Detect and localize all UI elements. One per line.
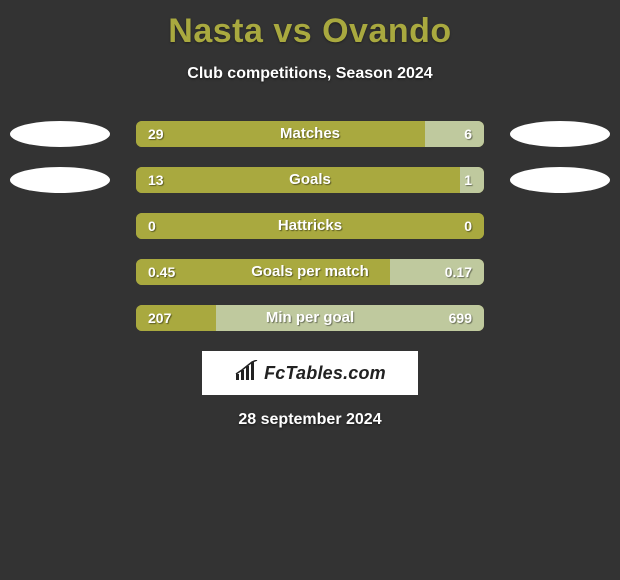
- stat-bar: [136, 121, 484, 147]
- stat-value-left: 207: [148, 305, 171, 331]
- bar-left: [136, 213, 484, 239]
- bar-right: [216, 305, 484, 331]
- stat-value-left: 13: [148, 167, 164, 193]
- stat-value-right: 1: [464, 167, 472, 193]
- stat-value-right: 0: [464, 213, 472, 239]
- stat-bar: [136, 259, 484, 285]
- brand-box: FcTables.com: [202, 351, 418, 395]
- stat-row: 29 Matches 6: [0, 121, 620, 147]
- brand-text: FcTables.com: [264, 363, 386, 384]
- page-subtitle: Club competitions, Season 2024: [0, 65, 620, 83]
- photo-placeholder-left: [10, 167, 110, 193]
- stat-bar: [136, 305, 484, 331]
- stat-value-right: 699: [449, 305, 472, 331]
- stat-value-left: 0.45: [148, 259, 175, 285]
- photo-placeholder-right: [510, 121, 610, 147]
- stat-value-left: 29: [148, 121, 164, 147]
- stat-row: 207 Min per goal 699: [0, 305, 620, 331]
- stat-value-left: 0: [148, 213, 156, 239]
- stat-bar: [136, 213, 484, 239]
- stat-row: 13 Goals 1: [0, 167, 620, 193]
- bar-left: [136, 121, 425, 147]
- stat-value-right: 0.17: [445, 259, 472, 285]
- photo-placeholder-right: [510, 167, 610, 193]
- stat-bar: [136, 167, 484, 193]
- bar-left: [136, 167, 460, 193]
- page-title: Nasta vs Ovando: [0, 0, 620, 51]
- chart-icon: [234, 360, 260, 387]
- stat-value-right: 6: [464, 121, 472, 147]
- stats-container: 29 Matches 6 13 Goals 1 0 Hattricks 0 0.…: [0, 121, 620, 331]
- stat-row: 0.45 Goals per match 0.17: [0, 259, 620, 285]
- photo-placeholder-left: [10, 121, 110, 147]
- bar-right: [425, 121, 484, 147]
- stat-row: 0 Hattricks 0: [0, 213, 620, 239]
- footer-date: 28 september 2024: [0, 411, 620, 429]
